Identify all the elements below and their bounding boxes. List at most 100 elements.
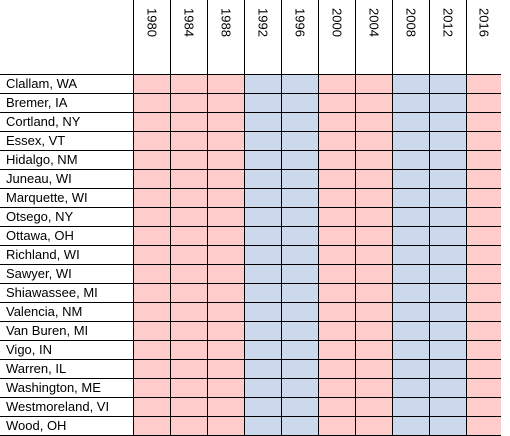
result-cell-1996 [281, 226, 319, 246]
result-cell-1988 [207, 226, 245, 246]
result-cell-1984 [170, 359, 208, 379]
result-cell-2016 [466, 302, 501, 322]
county-name: Richland, WI [0, 245, 134, 265]
result-cell-2004 [355, 226, 393, 246]
result-cell-1980 [133, 397, 171, 417]
result-cell-1992 [244, 188, 282, 208]
result-cell-2008 [392, 207, 430, 227]
year-header-1988: 1988 [207, 0, 245, 75]
year-header-2004: 2004 [355, 0, 393, 75]
result-cell-1992 [244, 340, 282, 360]
result-cell-1988 [207, 321, 245, 341]
county-name: Juneau, WI [0, 169, 134, 189]
result-cell-2016 [466, 340, 501, 360]
result-cell-1984 [170, 131, 208, 151]
result-cell-1992 [244, 207, 282, 227]
result-cell-1980 [133, 207, 171, 227]
result-cell-1996 [281, 340, 319, 360]
result-cell-2012 [429, 378, 467, 398]
result-cell-1980 [133, 378, 171, 398]
county-name: Valencia, NM [0, 302, 134, 322]
county-name: Wood, OH [0, 416, 134, 436]
result-cell-2000 [318, 93, 356, 113]
result-cell-2008 [392, 74, 430, 94]
table-row: Sawyer, WI [0, 264, 501, 284]
result-cell-1992 [244, 226, 282, 246]
result-cell-1992 [244, 112, 282, 132]
result-cell-1996 [281, 321, 319, 341]
result-cell-2000 [318, 264, 356, 284]
result-cell-2008 [392, 416, 430, 436]
result-cell-1988 [207, 131, 245, 151]
result-cell-2008 [392, 245, 430, 265]
result-cell-2008 [392, 169, 430, 189]
county-name: Cortland, NY [0, 112, 134, 132]
result-cell-2004 [355, 112, 393, 132]
year-label: 1980 [144, 8, 160, 37]
result-cell-2000 [318, 359, 356, 379]
result-cell-1984 [170, 150, 208, 170]
result-cell-1984 [170, 416, 208, 436]
table-row: Marquette, WI [0, 188, 501, 208]
result-cell-1988 [207, 245, 245, 265]
result-cell-2008 [392, 302, 430, 322]
result-cell-1984 [170, 264, 208, 284]
result-cell-1996 [281, 112, 319, 132]
result-cell-2012 [429, 112, 467, 132]
result-cell-1996 [281, 416, 319, 436]
year-header-2012: 2012 [429, 0, 467, 75]
table-row: Hidalgo, NM [0, 150, 501, 170]
county-name: Sawyer, WI [0, 264, 134, 284]
table-row: Shiawassee, MI [0, 283, 501, 303]
year-label: 1984 [181, 8, 197, 37]
result-cell-1984 [170, 188, 208, 208]
result-cell-2016 [466, 245, 501, 265]
result-cell-1988 [207, 169, 245, 189]
result-cell-2004 [355, 321, 393, 341]
result-cell-1996 [281, 188, 319, 208]
result-cell-2004 [355, 359, 393, 379]
result-cell-2016 [466, 93, 501, 113]
result-cell-1988 [207, 264, 245, 284]
result-cell-2000 [318, 321, 356, 341]
result-cell-2004 [355, 131, 393, 151]
result-cell-2004 [355, 302, 393, 322]
result-cell-2012 [429, 131, 467, 151]
result-cell-2004 [355, 340, 393, 360]
year-header-2000: 2000 [318, 0, 356, 75]
result-cell-1992 [244, 359, 282, 379]
result-cell-2016 [466, 207, 501, 227]
result-cell-1988 [207, 283, 245, 303]
result-cell-2000 [318, 397, 356, 417]
result-cell-2012 [429, 264, 467, 284]
result-cell-2008 [392, 264, 430, 284]
result-cell-2008 [392, 226, 430, 246]
result-cell-1992 [244, 283, 282, 303]
result-cell-1996 [281, 397, 319, 417]
result-cell-2004 [355, 397, 393, 417]
table-row: Valencia, NM [0, 302, 501, 322]
table-row: Essex, VT [0, 131, 501, 151]
result-cell-2004 [355, 93, 393, 113]
result-cell-1984 [170, 302, 208, 322]
result-cell-1984 [170, 340, 208, 360]
result-cell-1996 [281, 169, 319, 189]
result-cell-2008 [392, 188, 430, 208]
result-cell-1996 [281, 378, 319, 398]
corner-cell [0, 0, 134, 75]
result-cell-1988 [207, 378, 245, 398]
table-row: Wood, OH [0, 416, 501, 436]
result-cell-1996 [281, 264, 319, 284]
result-cell-1984 [170, 283, 208, 303]
result-cell-1992 [244, 302, 282, 322]
result-cell-2000 [318, 378, 356, 398]
result-cell-1988 [207, 302, 245, 322]
table-row: Bremer, IA [0, 93, 501, 113]
result-cell-2008 [392, 340, 430, 360]
result-cell-2008 [392, 283, 430, 303]
result-cell-2012 [429, 302, 467, 322]
result-cell-2016 [466, 226, 501, 246]
result-cell-1984 [170, 207, 208, 227]
result-cell-1992 [244, 74, 282, 94]
year-label: 2012 [440, 8, 456, 37]
